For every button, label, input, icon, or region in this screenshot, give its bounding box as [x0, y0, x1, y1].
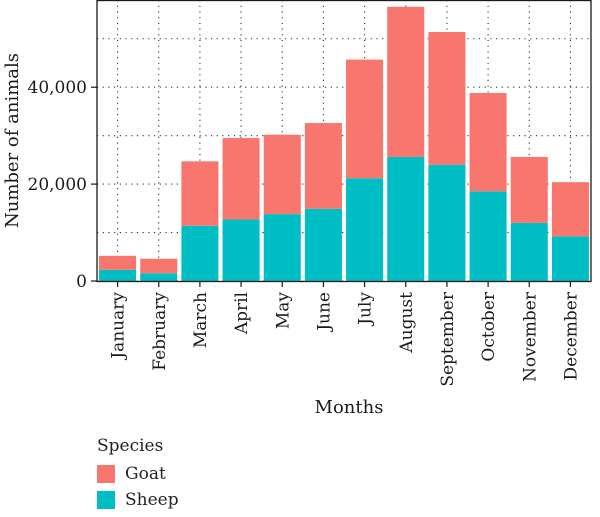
x-tick-label: May — [273, 292, 293, 330]
bar-sheep-june — [304, 208, 342, 281]
bar-goat-august — [387, 6, 425, 157]
x-tick-label: September — [438, 291, 458, 387]
bar-sheep-august — [387, 156, 425, 281]
bar-goat-march — [181, 161, 219, 226]
x-tick-label: October — [479, 291, 499, 361]
bar-goat-january — [99, 255, 137, 270]
x-tick-label: April — [232, 292, 252, 335]
x-tick-label: November — [520, 291, 540, 382]
bar-sheep-may — [263, 214, 301, 281]
legend-swatch-goat — [97, 465, 115, 483]
bar-goat-december — [551, 182, 589, 237]
bar-sheep-december — [551, 236, 589, 281]
bar-sheep-september — [428, 164, 466, 281]
x-tick-label: February — [150, 292, 170, 371]
legend-swatch-sheep — [97, 491, 115, 509]
x-tick-label: January — [109, 292, 129, 361]
x-tick-label: August — [397, 292, 417, 354]
bar-goat-july — [346, 59, 384, 179]
legend: Species Goat Sheep — [97, 436, 179, 513]
bar-goat-may — [263, 134, 301, 215]
legend-item-goat: Goat — [97, 461, 179, 487]
x-axis-title: Months — [315, 397, 384, 418]
bar-sheep-october — [469, 191, 507, 281]
legend-title: Species — [97, 436, 164, 456]
bar-goat-february — [140, 258, 178, 274]
bar-sheep-january — [99, 269, 137, 281]
bar-goat-june — [304, 123, 342, 209]
bar-sheep-november — [510, 222, 548, 281]
bar-goat-november — [510, 156, 548, 223]
y-axis-title: Number of animals — [2, 53, 23, 228]
bar-goat-april — [222, 138, 260, 220]
y-tick-label: 20,000 — [28, 175, 87, 195]
x-tick-label: March — [191, 292, 211, 348]
plot-frame — [96, 0, 592, 283]
bar-sheep-april — [222, 219, 260, 281]
bar-sheep-march — [181, 225, 219, 281]
legend-item-sheep: Sheep — [97, 487, 179, 513]
x-tick-label: December — [561, 291, 581, 380]
bar-sheep-july — [346, 178, 384, 281]
x-tick-label: June — [314, 292, 334, 333]
legend-label-goat: Goat — [125, 464, 166, 484]
y-tick-label: 0 — [76, 272, 87, 292]
legend-label-sheep: Sheep — [125, 490, 179, 510]
bar-sheep-february — [140, 273, 178, 281]
y-tick-label: 40,000 — [28, 78, 87, 98]
bar-goat-october — [469, 93, 507, 192]
x-tick-label: July — [356, 292, 376, 327]
bar-goat-september — [428, 31, 466, 165]
